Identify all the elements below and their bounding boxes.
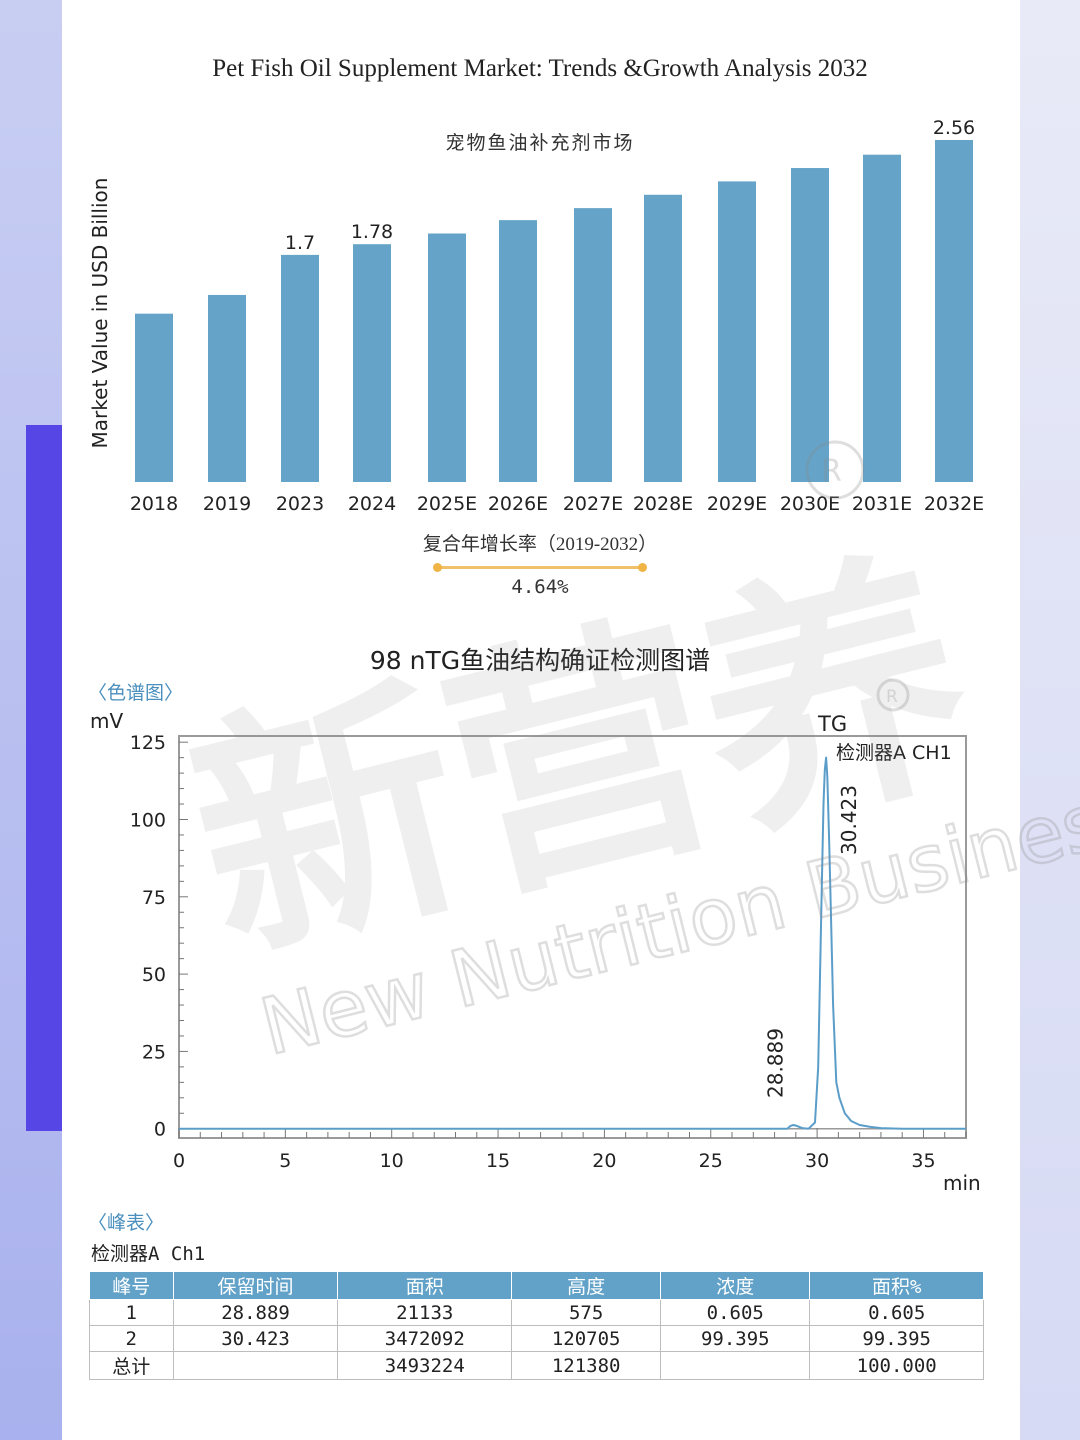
cagr-value: 4.64% [511,576,569,598]
header-area: 面积 [337,1271,513,1300]
right-margin-band [1020,0,1080,1440]
y-tick-label: 50 [142,964,166,986]
data-label: 2.56 [933,117,975,139]
x-tick-label: 2018 [130,493,178,515]
bar-2025E [428,233,466,482]
chart-subtitle: 宠物鱼油补充剂市场 [445,133,635,154]
bar-2032E [935,139,973,482]
y-tick-label: 0 [154,1119,166,1141]
table-cell: 99.395 [809,1325,984,1352]
y-axis-label: Market Value in USD Billion [88,178,112,449]
table-cell: 总计 [89,1351,174,1380]
detector-label: 检测器A Ch1 [91,1243,206,1265]
chart-title: Pet Fish Oil Supplement Market: Trends &… [212,55,868,82]
x-tick-label: 2032E [924,493,984,515]
x-tick-label: 2023 [276,493,324,515]
table-cell: 120705 [511,1325,662,1352]
table-cell: 2 [89,1325,174,1352]
x-tick-label: 35 [911,1150,935,1172]
bar-2023 [281,254,319,482]
y-tick-label: 25 [142,1041,166,1063]
bar-2027E [574,208,612,482]
data-label: 1.7 [285,232,315,254]
bar-2030E [791,168,829,483]
x-tick-label: 10 [380,1150,404,1172]
x-tick-label: 30 [805,1150,829,1172]
peak-label: 30.423 [837,785,861,855]
page-card [62,0,1020,1440]
y-tick-label: 125 [130,732,166,754]
x-tick-label: 2028E [633,493,693,515]
x-tick-label: 2027E [563,493,623,515]
x-axis-unit-label: min [943,1171,981,1195]
table-cell [172,1351,339,1380]
y-tick-label: 75 [142,887,166,909]
x-tick-label: 15 [486,1150,510,1172]
x-tick-label: 2025E [417,493,477,515]
cagr-line-start-dot [433,563,442,572]
section-title: 98 nTG鱼油结构确证检测图谱 [369,646,711,675]
peak-table-tag: 〈峰表〉 [88,1212,165,1234]
bar-2024 [353,244,391,482]
detector-name-label: 检测器A CH1 [836,742,952,764]
cagr-line-end-dot [638,563,647,572]
table-cell: 99.395 [660,1325,811,1352]
chromatogram-tag: 〈色谱图〉 [88,682,184,704]
peak-label: 28.889 [763,1028,787,1098]
chromatogram-chart: 0 25 50 75 100 125 0 5 10 15 20 25 30 35 mV min TG 检测器A C… [90,709,981,1195]
x-tick-label: 2031E [852,493,912,515]
bar-2026E [499,220,537,483]
peak-table: 峰号 保留时间 面积 高度 浓度 面积% 1 28.889 21133 575 … [89,1271,984,1380]
accent-bar [26,425,62,1131]
y-axis-unit-label: mV [90,709,123,733]
table-cell: 0.605 [809,1299,984,1326]
series-label-tg: TG [817,712,847,736]
bar-2018 [135,313,173,482]
peak-table-header-row: 峰号 保留时间 面积 高度 浓度 面积% [89,1271,984,1300]
table-cell: 3493224 [337,1351,513,1380]
bar-2019 [208,294,246,482]
bar-2029E [718,181,756,482]
x-tick-label: 2024 [348,493,396,515]
market-bar-chart: 2018 2019 2023 1.7 2024 1.78 2025E 2026E 2027E 20… [88,117,984,515]
x-tick-label: 0 [173,1150,185,1172]
y-tick-label: 100 [130,809,166,831]
header-height: 高度 [511,1271,662,1300]
table-cell: 28.889 [172,1299,339,1326]
x-tick-label: 2019 [203,493,251,515]
table-cell [660,1351,811,1380]
table-cell: 0.605 [660,1299,811,1326]
chromatogram-trace [179,756,966,1130]
table-cell: 121380 [511,1351,662,1380]
bar-2028E [644,194,682,482]
table-cell: 575 [511,1299,662,1326]
table-cell: 1 [89,1299,174,1326]
table-cell: 100.000 [809,1351,984,1380]
x-tick-label: 5 [279,1150,291,1172]
table-cell: 3472092 [337,1325,513,1352]
cagr-line [437,566,643,569]
cagr-label: 复合年增长率（2019-2032） [422,534,658,555]
table-row: 1 28.889 21133 575 0.605 0.605 [89,1299,984,1326]
x-tick-label: 2030E [780,493,840,515]
table-cell: 30.423 [172,1325,339,1352]
x-tick-label: 20 [592,1150,616,1172]
data-label: 1.78 [351,221,393,243]
plot-frame [178,735,967,1139]
bar-2031E [863,154,901,482]
header-peak-no: 峰号 [89,1271,174,1300]
x-tick-label: 2029E [707,493,767,515]
x-tick-label: 2026E [488,493,548,515]
table-row: 2 30.423 3472092 120705 99.395 99.395 [89,1325,984,1352]
table-cell: 21133 [337,1299,513,1326]
x-tick-label: 25 [699,1150,723,1172]
header-retention-time: 保留时间 [172,1271,339,1300]
header-concentration: 浓度 [660,1271,811,1300]
table-row-total: 总计 3493224 121380 100.000 [89,1351,984,1380]
header-area-percent: 面积% [809,1271,984,1300]
